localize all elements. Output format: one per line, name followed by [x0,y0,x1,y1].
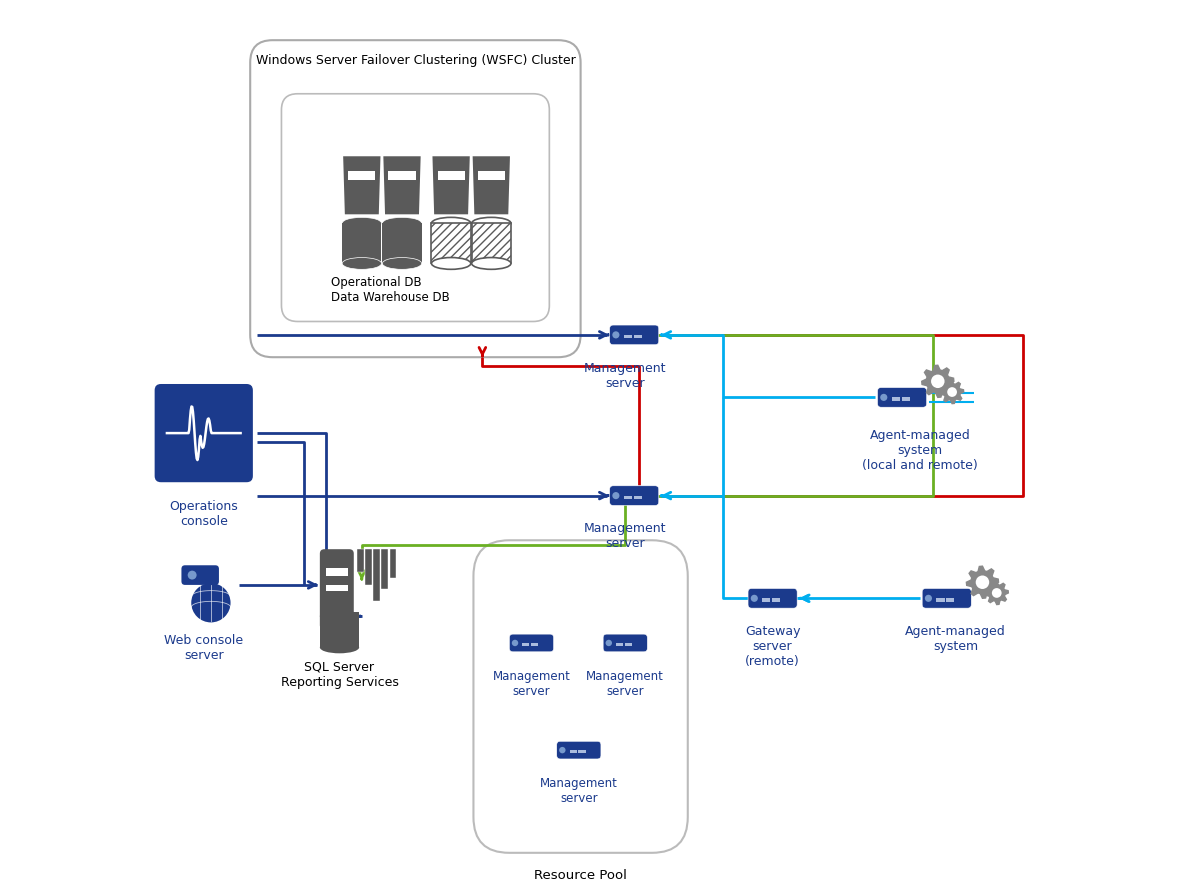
FancyBboxPatch shape [182,565,219,585]
Ellipse shape [320,641,359,654]
Text: SQL Server
Reporting Services: SQL Server Reporting Services [280,661,398,689]
Polygon shape [966,566,999,598]
Text: Management
server: Management server [584,362,666,389]
Bar [342,223,381,263]
Ellipse shape [472,217,511,230]
Bar [633,335,642,338]
Bar [617,643,624,647]
Polygon shape [343,156,380,214]
Text: Resource Pool: Resource Pool [535,869,627,882]
Circle shape [992,588,1001,597]
Text: Agent-managed
system: Agent-managed system [905,625,1006,653]
FancyBboxPatch shape [154,384,253,482]
Circle shape [560,747,565,754]
Ellipse shape [472,257,511,270]
Bar [472,223,511,263]
FancyBboxPatch shape [557,741,601,759]
Bar [326,568,348,576]
Circle shape [751,595,758,602]
Bar [947,598,954,602]
Circle shape [975,575,990,589]
Polygon shape [384,156,421,214]
Bar [478,171,505,179]
Circle shape [188,571,197,580]
Text: Management
server: Management server [584,522,666,550]
FancyBboxPatch shape [878,388,927,407]
FancyBboxPatch shape [604,634,647,652]
Text: Management
server: Management server [539,777,618,805]
Polygon shape [941,380,963,404]
FancyBboxPatch shape [474,540,688,853]
Text: Windows Server Failover Clustering (WSFC) Cluster: Windows Server Failover Clustering (WSFC… [255,54,575,67]
Text: Web console
server: Web console server [164,634,244,662]
Circle shape [931,374,944,388]
Circle shape [612,331,619,338]
Bar [624,496,632,499]
Text: Gateway
server
(remote): Gateway server (remote) [745,625,801,668]
Bar [373,549,380,601]
Bar [936,598,944,602]
Polygon shape [432,156,469,214]
Bar [633,496,642,499]
Bar [772,598,781,602]
Ellipse shape [383,257,422,270]
Ellipse shape [431,257,470,270]
Bar [531,643,538,647]
Text: Operations
console: Operations console [170,500,238,528]
Text: Management
server: Management server [493,670,570,697]
Bar [569,750,577,754]
Bar [579,750,586,754]
Polygon shape [473,156,510,214]
Text: Operational DB
Data Warehouse DB: Operational DB Data Warehouse DB [330,276,449,304]
Circle shape [880,394,887,401]
Circle shape [512,639,518,647]
Bar [624,335,632,338]
Bar [902,397,910,401]
Bar [763,598,770,602]
Bar [523,643,530,647]
Bar [892,397,899,401]
Bar [390,549,396,578]
Circle shape [606,639,612,647]
FancyBboxPatch shape [320,549,354,630]
FancyBboxPatch shape [922,588,972,608]
Bar [381,549,387,589]
Bar [431,223,470,263]
Circle shape [191,583,230,622]
Ellipse shape [383,217,422,230]
Bar [383,223,422,263]
Text: Agent-managed
system
(local and remote): Agent-managed system (local and remote) [862,429,978,472]
FancyBboxPatch shape [510,634,554,652]
Circle shape [924,595,933,602]
Bar [326,585,348,591]
Bar [437,171,465,179]
Polygon shape [985,581,1009,605]
Circle shape [612,492,619,499]
Bar [358,549,364,572]
Ellipse shape [342,257,381,270]
Text: Management
server: Management server [587,670,664,697]
Bar [320,612,359,647]
Bar [388,171,416,179]
Polygon shape [922,365,954,397]
Bar [625,643,632,647]
FancyBboxPatch shape [251,40,581,357]
FancyBboxPatch shape [609,486,658,505]
Ellipse shape [342,217,381,230]
FancyBboxPatch shape [609,325,658,345]
FancyBboxPatch shape [282,94,549,321]
FancyBboxPatch shape [748,588,797,608]
Bar [348,171,375,179]
Bar [366,549,372,585]
Circle shape [947,388,958,396]
Ellipse shape [431,217,470,230]
Ellipse shape [320,610,359,622]
